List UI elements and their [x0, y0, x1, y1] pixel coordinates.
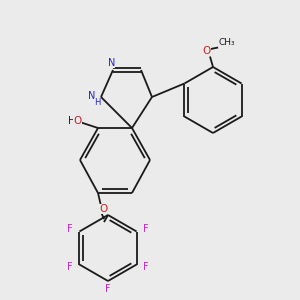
- Text: O: O: [74, 116, 82, 126]
- Text: N: N: [88, 91, 95, 101]
- Text: H: H: [94, 98, 101, 107]
- Text: F: F: [143, 224, 149, 234]
- Text: N: N: [108, 58, 115, 68]
- Text: F: F: [143, 262, 149, 272]
- Text: O: O: [203, 46, 211, 56]
- Text: F: F: [105, 284, 111, 294]
- Text: CH₃: CH₃: [218, 38, 235, 47]
- Text: O: O: [99, 204, 107, 214]
- Text: F: F: [67, 262, 73, 272]
- Text: H: H: [68, 116, 75, 125]
- Text: F: F: [67, 224, 73, 234]
